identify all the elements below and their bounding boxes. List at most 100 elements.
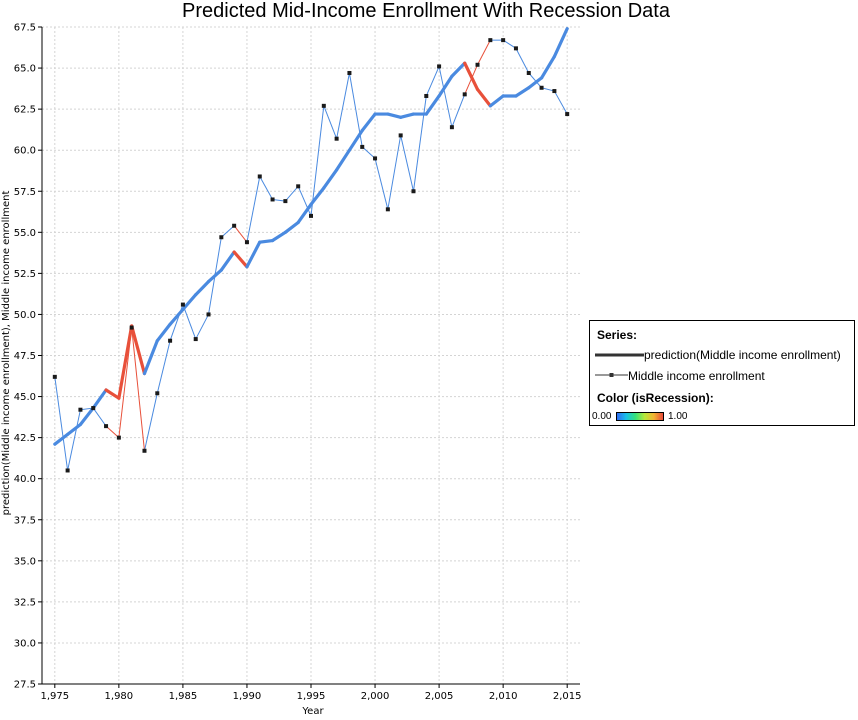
actual-data-point xyxy=(398,133,403,138)
actual-data-point xyxy=(104,424,109,429)
actual-line-segment xyxy=(246,176,261,243)
prediction-line-segment xyxy=(78,406,95,427)
legend-color-gradient xyxy=(616,412,664,421)
prediction-line-segment xyxy=(258,238,275,244)
actual-line-segment xyxy=(541,87,555,92)
prediction-line-segment xyxy=(206,268,223,284)
actual-data-point xyxy=(488,38,493,43)
actual-line-segment xyxy=(323,105,338,139)
x-tick-label: 1,980 xyxy=(105,691,134,702)
prediction-line-segment xyxy=(155,322,172,343)
legend-series-heading: Series: xyxy=(597,328,638,342)
actual-line-segment xyxy=(400,135,414,192)
y-tick-label: 50.0 xyxy=(14,310,36,321)
prediction-line-segment xyxy=(386,112,403,119)
x-tick-label: 2,005 xyxy=(425,691,454,702)
actual-line-segment xyxy=(143,393,158,451)
actual-line-segment xyxy=(336,72,350,139)
actual-data-point xyxy=(91,406,96,411)
prediction-line-segment xyxy=(309,186,326,206)
actual-line-segment xyxy=(361,146,376,159)
y-tick-label: 30.0 xyxy=(14,638,36,649)
y-tick-label: 42.5 xyxy=(14,433,36,444)
actual-data-point xyxy=(501,38,506,43)
grid xyxy=(42,26,580,685)
x-tick-label: 1,975 xyxy=(40,691,69,702)
actual-data-point xyxy=(321,103,326,108)
prediction-line-segment xyxy=(283,220,300,234)
actual-line-segment xyxy=(105,425,120,438)
actual-data-point xyxy=(168,338,173,343)
actual-data-point xyxy=(65,468,70,473)
prediction-line-segment xyxy=(296,202,313,225)
actual-line-segment xyxy=(425,66,440,97)
actual-line-segment xyxy=(387,135,402,210)
actual-data-point xyxy=(526,70,531,75)
prediction-line-segment xyxy=(539,54,556,80)
chart-title: Predicted Mid-Income Enrollment With Rec… xyxy=(182,0,671,22)
actual-data-point xyxy=(232,223,237,228)
actual-line-segment xyxy=(220,225,235,238)
prediction-line-segment xyxy=(424,94,441,116)
prediction-line-segment xyxy=(527,76,544,90)
prediction-line-segment xyxy=(335,148,352,172)
legend-item-actual: Middle income enrollment xyxy=(628,369,765,383)
y-tick-label: 62.5 xyxy=(14,105,36,116)
legend-marker-actual xyxy=(609,373,614,377)
actual-line-segment xyxy=(67,409,81,471)
prediction-line-segment xyxy=(142,339,159,376)
actual-data-point xyxy=(244,240,249,245)
actual-line-segment xyxy=(477,39,491,66)
x-tick-label: 1,990 xyxy=(233,691,262,702)
prediction-line-segment xyxy=(270,230,287,243)
prediction-line-segment xyxy=(437,74,454,98)
actual-line-segment xyxy=(528,72,542,89)
actual-data-point xyxy=(475,62,480,67)
prediction-line-segment xyxy=(181,293,198,312)
actual-line-segment xyxy=(195,314,209,340)
actual-data-point xyxy=(513,46,518,51)
x-axis-label: Year xyxy=(301,706,324,717)
x-tick-label: 2,000 xyxy=(361,691,390,702)
actual-data-point xyxy=(116,435,121,440)
prediction-line-segment xyxy=(130,324,147,376)
actual-line-segment xyxy=(259,176,274,200)
y-tick-label: 35.0 xyxy=(14,556,36,567)
legend-color-min: 0.00 xyxy=(592,411,612,422)
actual-line-segment xyxy=(451,94,466,128)
actual-line-segment xyxy=(131,327,145,451)
series xyxy=(52,27,570,473)
actual-data-point xyxy=(539,85,544,90)
actual-data-point xyxy=(424,93,429,98)
actual-line-segment xyxy=(54,376,69,471)
prediction-line-segment xyxy=(322,168,339,190)
prediction-line-segment xyxy=(463,61,480,92)
actual-data-point xyxy=(257,174,262,179)
actual-data-point xyxy=(142,448,147,453)
actual-data-point xyxy=(193,337,198,342)
actual-data-point xyxy=(206,312,211,317)
actual-data-point xyxy=(78,407,83,412)
y-tick-label: 37.5 xyxy=(14,515,36,526)
prediction-line-segment xyxy=(194,279,211,297)
actual-line-segment xyxy=(272,198,286,202)
actual-line-segment xyxy=(156,340,171,394)
y-tick-label: 27.5 xyxy=(14,680,36,691)
x-tick-label: 2,010 xyxy=(489,691,518,702)
prediction-line-segment xyxy=(219,250,236,272)
y-tick-label: 52.5 xyxy=(14,269,36,280)
actual-data-point xyxy=(296,184,301,189)
x-axis-ticks: 1,975 1,980 1,985 1,990 1,995 2,000 2,005 2,010… xyxy=(40,684,582,702)
actual-line-segment xyxy=(233,225,248,243)
actual-data-point xyxy=(52,374,57,379)
actual-data-point xyxy=(155,391,160,396)
y-tick-label: 67.5 xyxy=(14,23,36,34)
prediction-line-segment xyxy=(450,61,467,78)
prediction-line-segment xyxy=(552,27,569,59)
prediction-line-segment xyxy=(488,94,505,108)
y-axis-ticks: 27.5 30.0 32.5 35.0 37.5 40.0 42.5 45.0 47.5 50.0… xyxy=(14,23,42,691)
prediction-line-segment xyxy=(168,307,185,326)
actual-line-segment xyxy=(412,95,427,192)
actual-line-segment xyxy=(502,39,517,49)
